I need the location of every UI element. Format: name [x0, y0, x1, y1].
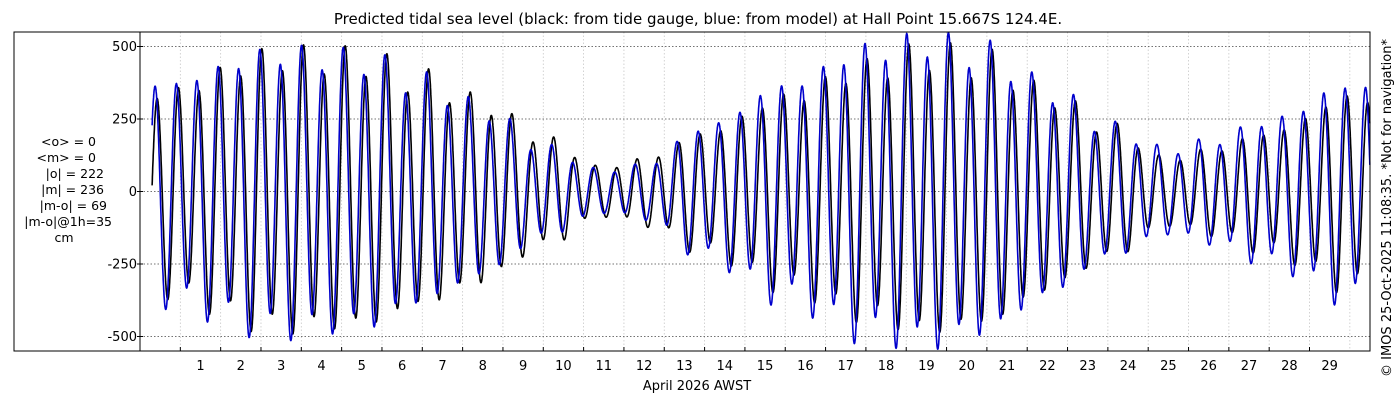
x-tick-label: 24 — [1120, 359, 1137, 374]
x-tick-label: 29 — [1321, 359, 1338, 374]
x-tick-label: 10 — [555, 359, 572, 374]
y-tick-label: 500 — [112, 40, 137, 55]
x-tick-label: 6 — [398, 359, 406, 374]
x-tick-label: 17 — [837, 359, 854, 374]
stat-line: cm — [54, 230, 73, 245]
stat-line: |m-o| = 69 — [40, 198, 107, 213]
x-tick-label: 23 — [1079, 359, 1096, 374]
x-tick-label: 18 — [878, 359, 895, 374]
x-tick-label: 19 — [918, 359, 935, 374]
x-tick-label: 28 — [1281, 359, 1298, 374]
plot-frame — [13, 31, 1371, 352]
copyright-notice: © IMOS 25-Oct-2025 11:08:35. *Not for na… — [1380, 39, 1395, 377]
stats-panel: <o> = 0<m> = 0|o| = 222|m| = 236|m-o| = … — [24, 134, 112, 245]
x-tick-label: 11 — [595, 359, 612, 374]
x-tick-label: 1 — [196, 359, 204, 374]
series-layer — [151, 31, 1371, 350]
model-line — [151, 31, 1371, 350]
chart-title: Predicted tidal sea level (black: from t… — [334, 10, 1062, 28]
x-tick-label: 5 — [358, 359, 366, 374]
x-tick-label: 2 — [237, 359, 245, 374]
x-tick-label: 8 — [479, 359, 487, 374]
x-tick-label: 4 — [317, 359, 325, 374]
x-tick-label: 16 — [797, 359, 814, 374]
stat-line: <m> = 0 — [37, 150, 97, 165]
x-tick-label: 12 — [636, 359, 653, 374]
stat-line: <o> = 0 — [41, 134, 96, 149]
y-tick-label: -500 — [107, 330, 137, 345]
x-tick-label: 9 — [519, 359, 527, 374]
x-tick-label: 3 — [277, 359, 285, 374]
x-tick-label: 7 — [438, 359, 446, 374]
x-tick-label: 20 — [958, 359, 975, 374]
x-axis-label: April 2026 AWST — [643, 379, 751, 394]
y-tick-label: 0 — [129, 185, 137, 200]
x-tick-label: 27 — [1241, 359, 1258, 374]
x-tick-label: 21 — [999, 359, 1016, 374]
x-tick-label: 22 — [1039, 359, 1056, 374]
stat-line: |o| = 222 — [46, 166, 104, 181]
x-tick-label: 26 — [1200, 359, 1217, 374]
y-tick-label: -250 — [107, 258, 137, 273]
x-tick-label: 15 — [757, 359, 774, 374]
stat-line: |m| = 236 — [41, 182, 104, 197]
tide-gauge-line — [151, 42, 1371, 335]
x-tick-label: 25 — [1160, 359, 1177, 374]
stat-line: |m-o|@1h=35 — [24, 214, 112, 229]
y-tick-label: 250 — [112, 113, 137, 128]
x-tick-label: 14 — [716, 359, 733, 374]
x-tick-label: 13 — [676, 359, 693, 374]
